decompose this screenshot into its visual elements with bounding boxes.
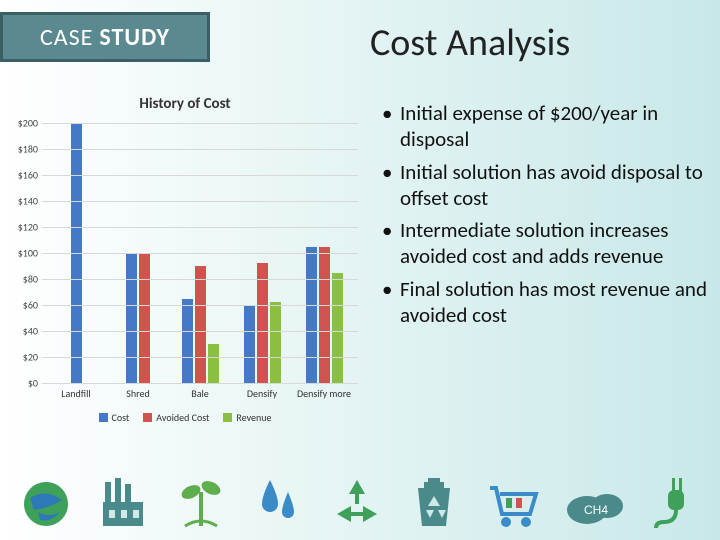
legend-swatch	[99, 413, 108, 422]
bar-group	[172, 266, 228, 383]
plug-icon	[652, 474, 700, 530]
y-axis-label: $180	[10, 143, 38, 156]
gridline	[42, 253, 358, 254]
bar	[195, 266, 206, 383]
legend-swatch	[223, 413, 232, 422]
chart-plot-area: $0$20$40$60$80$100$120$140$160$180$200La…	[18, 123, 358, 383]
page-title: Cost Analysis	[370, 20, 570, 66]
bullet-list: Initial expense of $200/year in disposal…	[378, 100, 708, 334]
recycle-bin-icon	[410, 474, 458, 530]
water-drops-icon	[252, 474, 304, 530]
y-axis-label: $120	[10, 221, 38, 234]
factory-icon	[97, 474, 149, 530]
bar	[126, 253, 137, 383]
legend-item: Revenue	[223, 411, 271, 424]
y-axis-label: $200	[10, 117, 38, 130]
y-axis-label: $20	[10, 351, 38, 364]
y-axis-label: $40	[10, 325, 38, 338]
gridline	[42, 357, 358, 358]
legend-label: Cost	[112, 411, 130, 424]
ch4-label: CH4	[584, 503, 608, 517]
bar	[306, 247, 317, 384]
badge-word-study: STUDY	[99, 23, 170, 52]
bullet-item: Final solution has most revenue and avoi…	[378, 276, 708, 329]
gridline	[42, 201, 358, 202]
gridline	[42, 279, 358, 280]
legend-label: Avoided Cost	[156, 411, 209, 424]
gridline	[42, 175, 358, 176]
bar	[332, 273, 343, 384]
bar	[319, 247, 330, 384]
x-axis-label: Bale	[172, 387, 228, 400]
gridline	[42, 227, 358, 228]
bar	[244, 305, 255, 383]
plant-icon	[175, 472, 227, 530]
gridline	[42, 149, 358, 150]
bar	[182, 299, 193, 384]
bar	[270, 302, 281, 383]
bullet-item: Initial expense of $200/year in disposal	[378, 100, 708, 153]
bar-group	[234, 263, 290, 383]
y-axis-label: $60	[10, 299, 38, 312]
y-axis-label: $140	[10, 195, 38, 208]
x-axis-label: Densify	[234, 387, 290, 400]
recycle-icon	[329, 474, 385, 530]
bar-group	[296, 247, 352, 384]
legend-item: Cost	[99, 411, 130, 424]
gridline	[42, 305, 358, 306]
globe-icon	[20, 478, 72, 530]
cart-icon	[484, 480, 540, 530]
chart-title: History of Cost	[10, 95, 360, 113]
gridline	[42, 331, 358, 332]
bar	[139, 253, 150, 383]
bar	[257, 263, 268, 383]
ch4-cloud-icon: CH4	[565, 484, 627, 530]
legend-label: Revenue	[236, 411, 271, 424]
x-axis-label: Densify more	[296, 387, 352, 400]
bullet-item: Intermediate solution increases avoided …	[378, 217, 708, 270]
legend-swatch	[143, 413, 152, 422]
gridline	[42, 123, 358, 124]
y-axis-label: $160	[10, 169, 38, 182]
eco-icon-row: CH4	[20, 472, 700, 530]
y-axis-label: $0	[10, 377, 38, 390]
y-axis-label: $100	[10, 247, 38, 260]
x-axis-label: Shred	[110, 387, 166, 400]
bar-group	[110, 253, 166, 383]
bullet-item: Initial solution has avoid disposal to o…	[378, 159, 708, 212]
y-axis-label: $80	[10, 273, 38, 286]
bar	[208, 344, 219, 383]
badge-word-case: CASE	[40, 23, 93, 52]
legend-item: Avoided Cost	[143, 411, 209, 424]
x-axis-label: Landfill	[48, 387, 104, 400]
case-study-badge: CASE STUDY	[0, 12, 210, 62]
gridline	[42, 383, 358, 384]
history-of-cost-chart: History of Cost $0$20$40$60$80$100$120$1…	[10, 95, 360, 435]
chart-legend: Cost Avoided Cost Revenue	[10, 411, 360, 424]
